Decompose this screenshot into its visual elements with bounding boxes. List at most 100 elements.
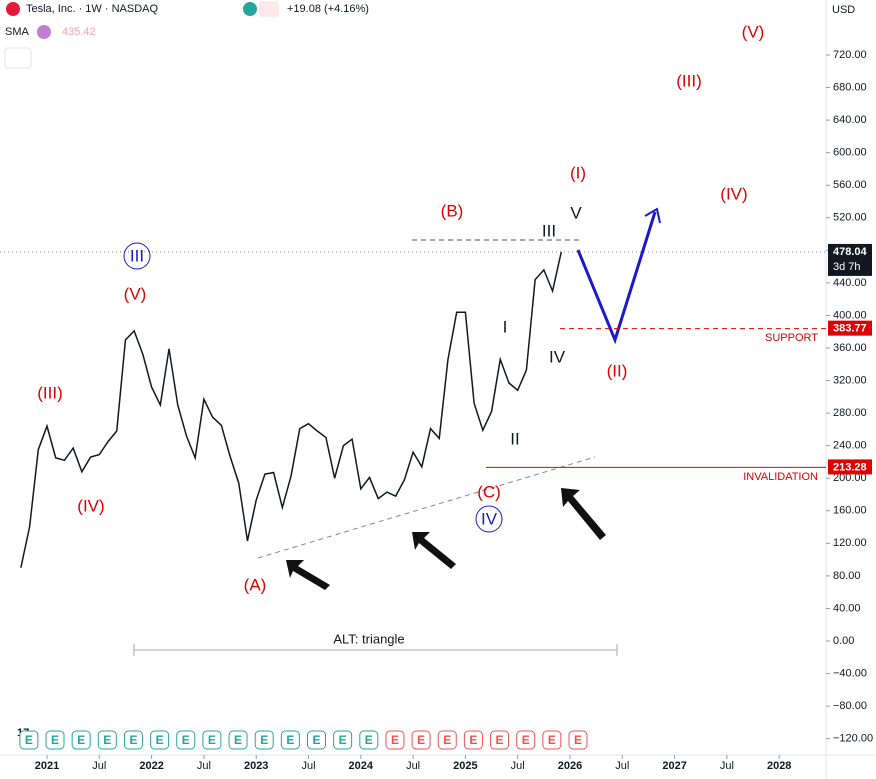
earnings-label: E bbox=[234, 733, 242, 747]
earnings-label: E bbox=[51, 733, 59, 747]
wave-label: (IV) bbox=[77, 496, 104, 515]
price-line bbox=[20, 251, 563, 568]
price-tag-label: 383.77 bbox=[833, 323, 867, 335]
x-tick-label: Jul bbox=[511, 760, 525, 772]
earnings-marker bbox=[228, 730, 248, 750]
x-tick-label: Jul bbox=[615, 760, 629, 772]
earnings-label: E bbox=[522, 733, 530, 747]
price-change: +19.08 (+4.16%) bbox=[287, 3, 369, 15]
earnings-label: E bbox=[339, 733, 347, 747]
wave-label: (I) bbox=[570, 163, 586, 182]
logo bbox=[6, 2, 20, 16]
earnings-label: E bbox=[129, 733, 137, 747]
x-tick-label: 2022 bbox=[139, 760, 163, 772]
y-tick-label: 80.00 bbox=[833, 570, 861, 582]
projection-arrow bbox=[644, 207, 661, 224]
y-tick-label: 200.00 bbox=[833, 472, 867, 484]
wave-label: (V) bbox=[742, 22, 765, 41]
earnings-marker bbox=[150, 730, 170, 750]
earnings-label: E bbox=[391, 733, 399, 747]
earnings-marker bbox=[568, 730, 588, 750]
x-tick-label: 2026 bbox=[558, 760, 582, 772]
x-tick-label: 2027 bbox=[662, 760, 686, 772]
earnings-marker bbox=[333, 730, 353, 750]
level-label: SUPPORT bbox=[765, 332, 818, 344]
earnings-marker bbox=[516, 730, 536, 750]
x-tick-label: 2024 bbox=[349, 760, 374, 772]
earnings-marker bbox=[202, 730, 222, 750]
y-tick-label: 560.00 bbox=[833, 179, 867, 191]
x-tick-label: 2025 bbox=[453, 760, 477, 772]
y-tick-label: 240.00 bbox=[833, 440, 867, 452]
earnings-marker bbox=[437, 730, 457, 750]
y-tick-label: −80.00 bbox=[833, 700, 867, 712]
wave-label: (III) bbox=[37, 383, 63, 402]
earnings-marker bbox=[385, 730, 405, 750]
x-tick-label: 2028 bbox=[767, 760, 791, 772]
earnings-label: E bbox=[286, 733, 294, 747]
wave-label: I bbox=[503, 317, 508, 336]
arrows bbox=[286, 488, 606, 590]
earnings-marker bbox=[463, 730, 483, 750]
y-tick-label: 120.00 bbox=[833, 537, 867, 549]
projection bbox=[576, 211, 657, 345]
earnings-marker bbox=[176, 730, 196, 750]
wave-label: II bbox=[510, 429, 519, 448]
icon[interactable] bbox=[243, 2, 257, 16]
y-tick-label: 160.00 bbox=[833, 505, 867, 517]
wave-label: (C) bbox=[477, 482, 501, 501]
x-tick-label: Jul bbox=[197, 760, 211, 772]
earnings-marker bbox=[280, 730, 300, 750]
earnings-marker bbox=[123, 730, 143, 750]
earnings-label: E bbox=[260, 733, 268, 747]
y-tick-label: 640.00 bbox=[833, 114, 867, 126]
earnings-marker bbox=[19, 730, 39, 750]
collapse-button[interactable] bbox=[4, 47, 32, 69]
earnings-label: E bbox=[548, 733, 556, 747]
earnings-label: E bbox=[443, 733, 451, 747]
level-label: INVALIDATION bbox=[743, 471, 818, 483]
y-tick-label: 400.00 bbox=[833, 309, 867, 321]
earnings-label: E bbox=[156, 733, 164, 747]
y-tick-label: −120.00 bbox=[833, 733, 873, 745]
y-tick-label: 720.00 bbox=[833, 49, 867, 61]
earnings-label: E bbox=[312, 733, 320, 747]
wave-label: (IV) bbox=[720, 184, 747, 203]
title: Tesla, Inc. · 1W · NASDAQ bbox=[26, 3, 158, 15]
icon[interactable] bbox=[259, 1, 279, 17]
price-tag bbox=[828, 243, 872, 276]
y-tick-label: 360.00 bbox=[833, 342, 867, 354]
y-tick-label: 440.00 bbox=[833, 277, 867, 289]
y-tick-label: 680.00 bbox=[833, 81, 867, 93]
earnings-label: E bbox=[469, 733, 477, 747]
wave-circle bbox=[475, 505, 503, 533]
wave-label: IV bbox=[481, 509, 498, 528]
wave-label: (A) bbox=[244, 575, 267, 594]
wave-label: (V) bbox=[124, 284, 147, 303]
wave-label: V bbox=[570, 203, 582, 222]
wave-label: (III) bbox=[676, 71, 702, 90]
earnings-marker bbox=[45, 730, 65, 750]
indicator-name: SMA bbox=[5, 26, 30, 38]
y-tick-label: 520.00 bbox=[833, 212, 867, 224]
wave-label: III bbox=[542, 221, 556, 240]
wave-label: IV bbox=[549, 347, 566, 366]
y-tick-label: 40.00 bbox=[833, 602, 861, 614]
y-tick-label: 320.00 bbox=[833, 374, 867, 386]
x-tick-label: Jul bbox=[92, 760, 106, 772]
earnings-label: E bbox=[574, 733, 582, 747]
wave-label: (B) bbox=[441, 201, 464, 220]
earnings-label: E bbox=[182, 733, 190, 747]
earnings-marker bbox=[542, 730, 562, 750]
icon[interactable] bbox=[37, 25, 51, 39]
wave-label: (II) bbox=[607, 361, 628, 380]
earnings-label: E bbox=[496, 733, 504, 747]
earnings-label: E bbox=[77, 733, 85, 747]
earnings-marker bbox=[359, 730, 379, 750]
y-tick-label: 0.00 bbox=[833, 635, 854, 647]
price-tag bbox=[828, 459, 872, 475]
y-tick-label: 280.00 bbox=[833, 407, 867, 419]
price-tag bbox=[828, 320, 872, 336]
